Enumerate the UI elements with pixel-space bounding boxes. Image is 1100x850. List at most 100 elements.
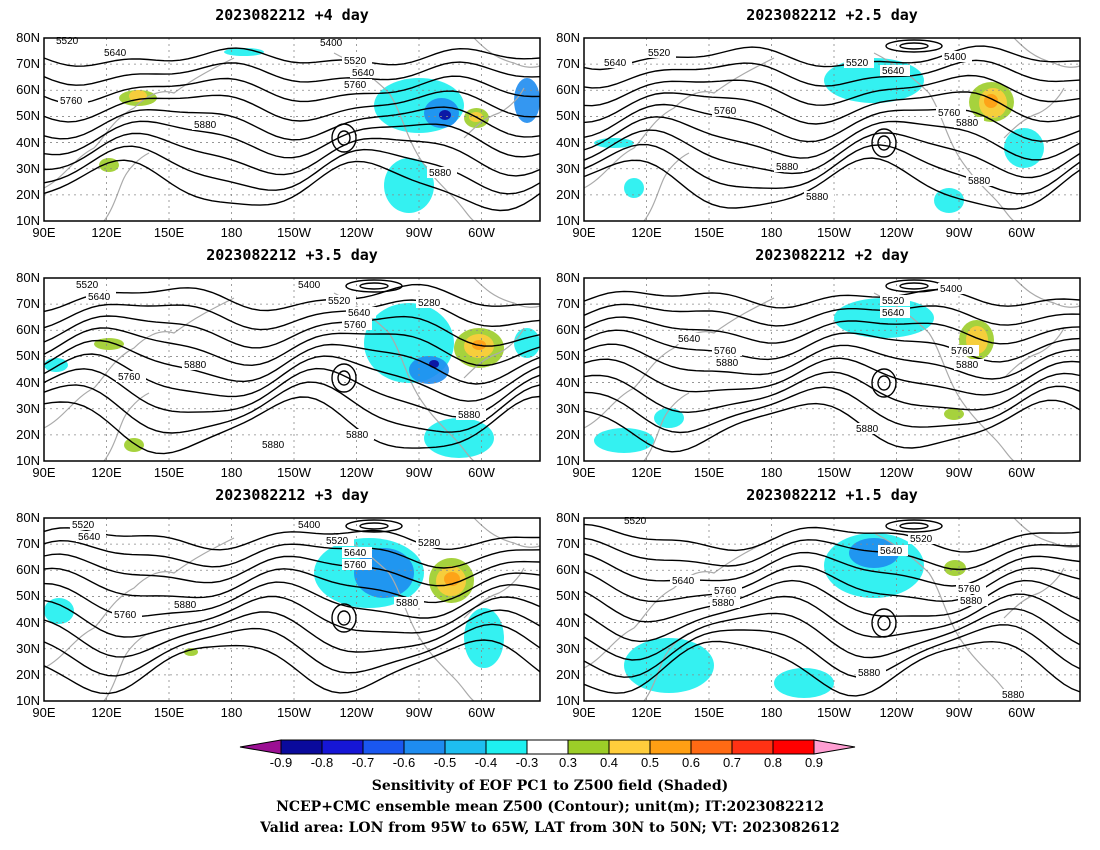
closed-contour: [899, 522, 929, 530]
colorbar-segment: [321, 739, 364, 755]
contour-line: [43, 381, 541, 434]
shade-blob: [44, 598, 74, 624]
panel-title: 2023082212 +3 day: [215, 486, 369, 504]
contour-label: 5760: [344, 320, 367, 331]
contour-label-bg: [942, 51, 972, 62]
map-plot: 5520564054005520564057605760588058805880…: [583, 37, 1081, 222]
lon-tick-120e: 120E: [91, 465, 122, 480]
lon-tick-60w: 60W: [468, 225, 495, 240]
z500-contours: [583, 39, 1081, 210]
closed-contour: [359, 522, 389, 530]
lat-tick-30n: 30N: [556, 640, 580, 656]
colorbar-segment: [444, 739, 487, 755]
colorbar-label: 0.3: [558, 755, 578, 770]
shade-blob: [224, 48, 264, 56]
colorbar-label: -0.3: [515, 755, 539, 770]
contour-label-bg: [712, 345, 742, 356]
lon-tick-120w: 120W: [339, 465, 374, 480]
coastline: [43, 37, 541, 222]
contour-line: [583, 91, 1081, 125]
colorbar-label: -0.9: [269, 755, 293, 770]
contour-line: [583, 288, 1081, 309]
contour-label-bg: [602, 57, 632, 68]
contour-label: 5520: [344, 56, 367, 67]
coastline: [583, 37, 1081, 222]
contour-label-bg: [956, 583, 986, 594]
colorbar-label: -0.7: [351, 755, 375, 770]
contour-label-bg: [102, 47, 132, 58]
lon-tick-180: 180: [760, 225, 783, 240]
contour-label: 5640: [882, 308, 905, 319]
panel-title: 2023082212 +4 day: [215, 6, 369, 24]
contour-label-bg: [70, 519, 100, 530]
lon-tick-90w: 90W: [945, 225, 973, 240]
contour-line: [583, 59, 1081, 89]
lat-tick-70n: 70N: [16, 536, 40, 552]
lon-tick-180: 180: [760, 465, 783, 480]
shade-blob: [934, 188, 964, 213]
contour-label: 5760: [714, 586, 737, 597]
contour-line: [43, 539, 541, 569]
contour-label: 5880: [776, 162, 799, 173]
lat-tick-50n: 50N: [556, 588, 580, 604]
contour-label-bg: [324, 535, 354, 546]
colorbar-bar: [239, 739, 856, 755]
contour-label-bg: [856, 667, 886, 678]
shade-blob: [594, 428, 654, 453]
lat-tick-70n: 70N: [16, 56, 40, 72]
contour-label-bg: [86, 291, 116, 302]
contour-label-bg: [936, 107, 966, 118]
colorbar-segment: [362, 739, 405, 755]
contour-line: [583, 74, 1081, 107]
lon-tick-90w: 90W: [405, 705, 433, 720]
lon-tick-120w: 120W: [339, 705, 374, 720]
contour-label-bg: [58, 95, 88, 106]
lat-tick-10n: 10N: [556, 693, 580, 708]
closed-contour: [871, 128, 897, 158]
contour-line: [583, 157, 1081, 210]
contour-label: 5880: [262, 440, 285, 451]
closed-contour: [337, 610, 351, 626]
contour-line: [583, 343, 1081, 380]
colorbar-segment: [280, 739, 323, 755]
contour-label: 5640: [78, 532, 101, 543]
contour-label: 5280: [418, 538, 441, 549]
closed-contour: [885, 39, 943, 53]
gridlines: [44, 38, 540, 221]
lat-tick-40n: 40N: [556, 614, 580, 630]
lat-tick-20n: 20N: [556, 666, 580, 682]
shade-blob: [774, 668, 834, 698]
contour-label-bg: [714, 357, 744, 368]
contour-line: [43, 639, 541, 695]
contour-line: [43, 283, 541, 313]
contour-label: 5520: [846, 58, 869, 69]
lat-tick-80n: 80N: [16, 30, 40, 45]
contour-label: 5640: [344, 548, 367, 559]
lat-tick-70n: 70N: [556, 536, 580, 552]
shade-blob: [94, 338, 124, 350]
lat-tick-80n: 80N: [16, 270, 40, 285]
contour-label-bg: [342, 547, 372, 558]
lon-tick-120w: 120W: [879, 465, 914, 480]
contour-label: 5760: [60, 96, 83, 107]
lon-tick-90e: 90E: [32, 225, 56, 240]
panel-title: 2023082212 +3.5 day: [206, 246, 378, 264]
lat-tick-60n: 60N: [16, 82, 40, 98]
contour-label: 5640: [88, 292, 111, 303]
lon-tick-120e: 120E: [631, 465, 662, 480]
contour-line: [583, 640, 1081, 697]
contour-label-bg: [74, 279, 104, 290]
contour-line: [43, 327, 541, 367]
contour-line: [43, 145, 541, 195]
contour-label: 5520: [328, 296, 351, 307]
contour-label: 5760: [714, 346, 737, 357]
contour-label-bg: [318, 37, 348, 48]
contour-label: 5880: [956, 118, 979, 129]
contour-label: 5400: [944, 52, 967, 63]
contour-label: 5640: [104, 48, 127, 59]
lon-tick-150w: 150W: [277, 225, 311, 240]
contour-line: [583, 523, 1081, 553]
z500-contours: [43, 519, 541, 695]
lon-tick-90e: 90E: [572, 465, 596, 480]
